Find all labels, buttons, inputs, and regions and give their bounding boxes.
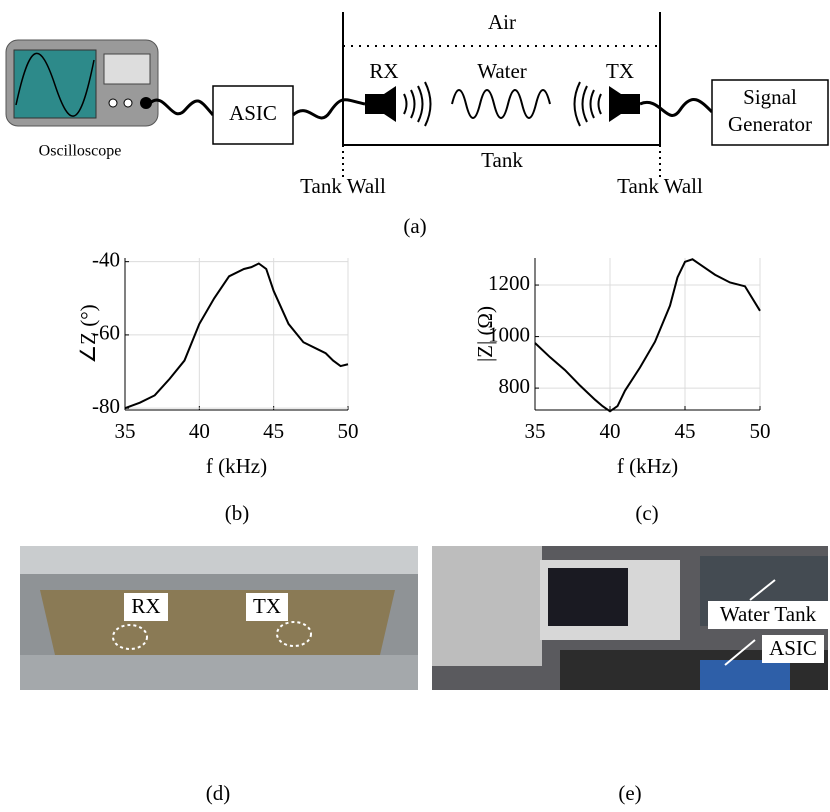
x-tick-label: 35 <box>115 419 136 443</box>
knob <box>109 99 117 107</box>
tank-wall-label: Tank Wall <box>300 174 386 198</box>
photo-label: Water Tank <box>720 602 817 626</box>
x-tick-label: 50 <box>338 419 359 443</box>
tx-transducer <box>609 86 640 122</box>
y-axis-label: ∠Z (°) <box>76 304 100 363</box>
photo-d: RX TX <box>20 546 418 690</box>
rx-label: RX <box>369 59 398 83</box>
water-label: Water <box>477 59 527 83</box>
x-axis-label: f (kHz) <box>617 454 678 478</box>
screen <box>548 568 628 626</box>
signal-generator-label: Generator <box>728 112 812 136</box>
tank-floor <box>40 590 395 655</box>
tx-waves <box>575 82 602 126</box>
oscilloscope-label: Oscilloscope <box>39 143 122 160</box>
knob <box>124 99 132 107</box>
air-label: Air <box>488 10 516 34</box>
y-tick-label: 1200 <box>488 271 530 295</box>
cable <box>293 100 365 118</box>
y-axis-label: |Z| (Ω) <box>473 306 497 362</box>
caption: (c) <box>635 501 658 525</box>
x-tick-label: 45 <box>675 419 696 443</box>
sine-wave <box>452 90 550 118</box>
board <box>700 660 790 690</box>
x-axis-label: f (kHz) <box>206 454 267 478</box>
photo-wall <box>20 546 418 574</box>
figure: Oscilloscope ASIC Air RX Water TX Tank T… <box>0 0 830 812</box>
x-tick-label: 40 <box>189 419 210 443</box>
tx-label: TX <box>606 59 634 83</box>
x-tick-label: 45 <box>263 419 284 443</box>
y-tick-label: 800 <box>499 374 531 398</box>
tank-label: Tank <box>481 148 523 172</box>
asic-label: ASIC <box>229 101 277 125</box>
cable <box>150 100 213 115</box>
tank-front <box>20 655 418 690</box>
y-tick-label: -80 <box>92 394 120 418</box>
diagram: Oscilloscope ASIC Air RX Water TX Tank T… <box>6 10 828 238</box>
keypad <box>104 54 150 84</box>
tank-wall-label: Tank Wall <box>617 174 703 198</box>
caption: (e) <box>618 781 641 805</box>
cable <box>640 99 712 115</box>
caption: (d) <box>206 781 231 805</box>
photo-label: RX <box>131 594 160 618</box>
photo-e: Water Tank ASIC <box>432 546 828 690</box>
caption: (b) <box>225 501 250 525</box>
x-tick-label: 50 <box>750 419 771 443</box>
rx-waves <box>404 82 431 126</box>
photo-label: TX <box>253 594 281 618</box>
data-line <box>125 263 348 408</box>
instrument-stack <box>432 546 542 666</box>
rx-transducer <box>365 86 396 122</box>
x-tick-label: 40 <box>600 419 621 443</box>
y-tick-label: -40 <box>92 247 120 271</box>
photo-label: ASIC <box>769 636 817 660</box>
caption: (a) <box>403 214 426 238</box>
signal-generator-label: Signal <box>743 85 797 109</box>
x-tick-label: 35 <box>525 419 546 443</box>
